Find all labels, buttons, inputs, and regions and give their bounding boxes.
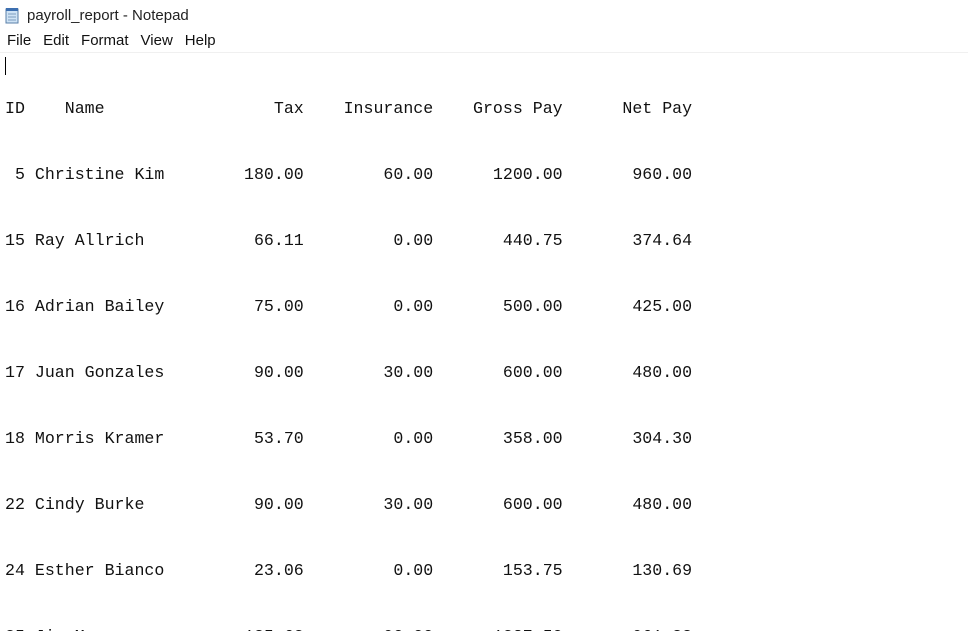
notepad-icon: [5, 7, 20, 24]
menu-view[interactable]: View: [140, 32, 173, 49]
text-line: 5 Christine Kim 180.00 60.00 1200.00 960…: [5, 165, 693, 184]
text-line: 16 Adrian Bailey 75.00 0.00 500.00 425.0…: [5, 297, 693, 316]
menu-file[interactable]: File: [7, 32, 32, 49]
text-caret: [5, 57, 6, 75]
text-editor[interactable]: ID Name Tax Insurance Gross Pay Net Pay …: [0, 53, 968, 631]
text-line: 17 Juan Gonzales 90.00 30.00 600.00 480.…: [5, 363, 693, 382]
header-line: ID Name Tax Insurance Gross Pay Net Pay: [5, 99, 693, 118]
text-line: 24 Esther Bianco 23.06 0.00 153.75 130.6…: [5, 561, 693, 580]
title-bar[interactable]: payroll_report - Notepad: [0, 0, 968, 30]
menu-bar: File Edit Format View Help: [0, 30, 968, 53]
menu-help[interactable]: Help: [184, 32, 216, 49]
document-text[interactable]: ID Name Tax Insurance Gross Pay Net Pay …: [5, 54, 752, 631]
text-line: 22 Cindy Burke 90.00 30.00 600.00 480.00: [5, 495, 693, 514]
text-line: 15 Ray Allrich 66.11 0.00 440.75 374.64: [5, 231, 693, 250]
menu-format[interactable]: Format: [81, 32, 129, 49]
window-title: payroll_report - Notepad: [27, 6, 189, 24]
text-line: 18 Morris Kramer 53.70 0.00 358.00 304.3…: [5, 429, 693, 448]
text-line: 25 Jim Moore 185.62 90.00 1237.50 961.88: [5, 626, 752, 631]
menu-edit[interactable]: Edit: [43, 32, 70, 49]
